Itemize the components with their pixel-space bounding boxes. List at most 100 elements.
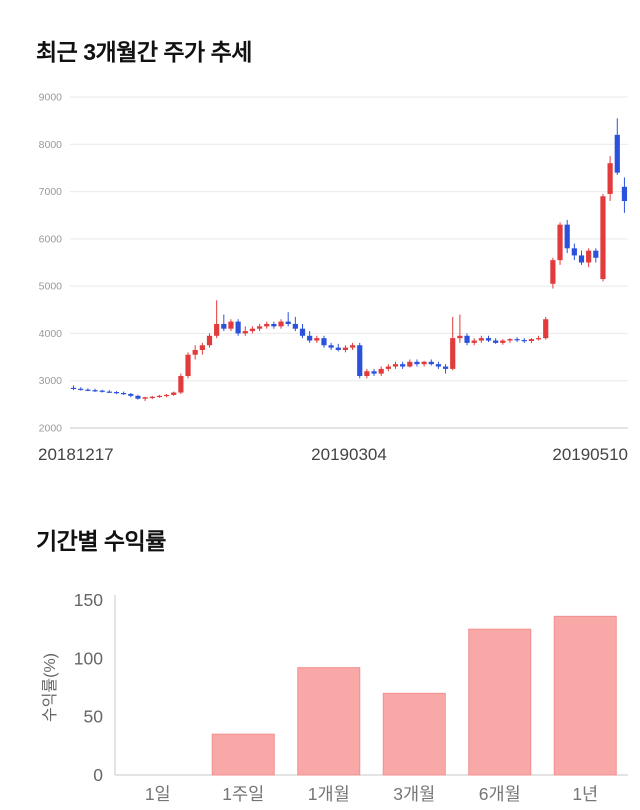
candle-body [371, 371, 377, 374]
candle-body [335, 347, 341, 350]
candle-body [485, 338, 492, 341]
candle-body [85, 389, 91, 391]
candle-body [400, 364, 406, 367]
candle-body [521, 340, 527, 342]
y-tick-label: 4000 [39, 328, 63, 340]
y-axis-title: 수익률(%) [41, 653, 59, 722]
candle-body [507, 339, 513, 341]
x-category-label: 1년 [572, 784, 598, 804]
candle-body [235, 321, 241, 334]
return-bar [382, 692, 446, 776]
candle-body [378, 368, 384, 374]
candle-body [442, 366, 449, 369]
candle-body [535, 338, 542, 340]
candle-body [364, 371, 370, 376]
candle-body [249, 328, 256, 332]
price-chart-title: 최근 3개월간 주가 추세 [36, 39, 252, 65]
candle-body [92, 390, 98, 392]
y-tick-label: 9000 [39, 92, 63, 104]
candle-body [307, 335, 313, 341]
candle-body [321, 338, 327, 346]
y-tick-label: 2000 [39, 423, 63, 435]
candle-body [271, 323, 277, 327]
x-category-label: 3개월 [393, 784, 435, 804]
candle-body [113, 392, 120, 394]
candle-body [278, 321, 284, 327]
candle-body [421, 361, 427, 365]
candle-body [163, 394, 170, 397]
candle-body [78, 388, 84, 390]
y-tick-label: 0 [93, 765, 103, 785]
price-candlestick-chart: 2000 3000 4000 5000 6000 7000 8000 9000 20181217… [38, 92, 628, 464]
return-bar [211, 733, 275, 776]
candle-body [314, 338, 320, 341]
candle-body [593, 250, 599, 258]
candle-body [185, 354, 191, 376]
y-tick-label: 50 [84, 707, 104, 727]
y-tick-label: 100 [74, 648, 103, 668]
candle-body [407, 361, 413, 367]
candle-body [199, 345, 205, 350]
candle-body [478, 338, 484, 341]
x-axis-label-start: 20181217 [38, 445, 114, 464]
candle-body [299, 328, 306, 336]
candle-body [142, 397, 148, 399]
returns-chart-title: 기간별 수익률 [36, 528, 166, 554]
x-category-label: 6개월 [479, 784, 521, 804]
candle-body [206, 335, 213, 346]
candle-body [571, 248, 577, 256]
candle-body [292, 323, 298, 329]
candle-body [70, 387, 77, 390]
y-tick-label: 3000 [39, 375, 63, 387]
candle-body [264, 323, 270, 327]
y-tick-label: 6000 [39, 233, 63, 245]
candle-body [214, 323, 220, 336]
candle-body [106, 391, 112, 393]
candle-body [564, 224, 570, 249]
candle-body [600, 196, 606, 280]
candle-body [457, 335, 463, 339]
candle-body [192, 349, 198, 355]
candle-body [514, 339, 520, 341]
candle-body [285, 321, 291, 324]
y-tick-label: 150 [74, 590, 103, 610]
x-category-label: 1개월 [308, 784, 350, 804]
candle-body [493, 340, 499, 343]
candle-body [357, 345, 363, 376]
candle-body [178, 375, 184, 393]
candle-body [149, 396, 155, 398]
candle-body [450, 338, 456, 369]
candle-body [121, 393, 127, 395]
candle-body [414, 361, 420, 365]
x-axis-label-middle: 20190304 [311, 445, 387, 464]
y-tick-label: 7000 [39, 186, 63, 198]
candle-body [435, 364, 442, 367]
candle-body [528, 339, 535, 341]
returns-bar-chart: 0 50 100 150 수익률(%) 1일 1주일 1개월 3개월 6개월 1년 [41, 590, 628, 804]
candle-body [385, 366, 391, 369]
return-bar [468, 628, 532, 776]
y-tick-label: 5000 [39, 281, 63, 293]
candle-body [128, 393, 134, 396]
y-tick-label: 8000 [39, 139, 63, 151]
candle-body [349, 345, 356, 348]
candle-body [171, 392, 177, 395]
candle-body [578, 255, 585, 263]
candle-body [550, 260, 556, 284]
candle-body [621, 186, 628, 202]
return-bar [553, 615, 617, 776]
x-category-label: 1주일 [222, 784, 264, 804]
candle-body [342, 347, 349, 350]
candle-body [471, 340, 477, 343]
candle-body [156, 395, 163, 398]
candle-body [328, 345, 334, 348]
return-bar [297, 667, 361, 776]
candle-body [557, 224, 563, 261]
candle-body [464, 335, 470, 343]
candle-body [586, 250, 592, 263]
candle-body [543, 319, 549, 339]
candle-body [607, 163, 613, 194]
candle-body [228, 321, 234, 329]
candle-body [392, 364, 399, 367]
